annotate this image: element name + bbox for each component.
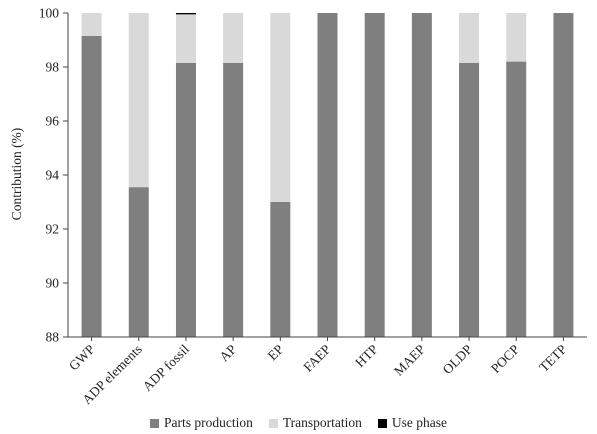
x-tick-label: EP bbox=[265, 342, 287, 364]
y-tick-label: 100 bbox=[39, 6, 60, 21]
y-tick-label: 90 bbox=[46, 276, 60, 291]
bar-segment bbox=[175, 62, 196, 337]
bar-segment bbox=[364, 13, 385, 337]
bar-segment bbox=[506, 13, 527, 62]
bar-segment bbox=[317, 13, 338, 337]
bar-segment bbox=[270, 202, 291, 337]
y-tick-label: 92 bbox=[46, 222, 60, 237]
bar-segment bbox=[459, 13, 480, 63]
x-tick-label: MAEP bbox=[391, 342, 428, 379]
bar-segment bbox=[175, 13, 196, 15]
bar-segment bbox=[81, 35, 102, 337]
y-tick-label: 88 bbox=[46, 330, 60, 345]
bar-segment bbox=[128, 187, 149, 337]
legend-item: Use phase bbox=[377, 415, 447, 431]
legend-label: Use phase bbox=[391, 415, 447, 430]
bar-segment bbox=[128, 13, 149, 188]
x-tick-label: HTP bbox=[352, 342, 381, 371]
y-axis-label: Contribution (%) bbox=[9, 128, 24, 221]
y-tick-label: 94 bbox=[46, 168, 60, 183]
x-tick-label: FAEP bbox=[300, 342, 333, 375]
y-axis: 88 90 92 94 96 98 100 bbox=[39, 6, 69, 345]
bar-segment bbox=[411, 13, 432, 337]
bars bbox=[81, 13, 574, 337]
x-tick-label: AP bbox=[216, 342, 239, 365]
legend-swatch bbox=[377, 418, 387, 428]
bar-segment bbox=[223, 62, 244, 337]
legend-swatch bbox=[150, 418, 159, 428]
y-tick-label: 98 bbox=[46, 60, 60, 75]
bar-segment bbox=[223, 13, 244, 63]
bar-segment bbox=[81, 13, 102, 36]
x-tick-label: ADP fossil bbox=[140, 341, 193, 394]
legend: Parts production Transportation Use phase bbox=[0, 414, 597, 432]
x-tick-label: GWP bbox=[66, 342, 98, 374]
x-tick-label: TETP bbox=[536, 342, 569, 375]
x-tick-label: OLDP bbox=[440, 342, 476, 378]
y-tick-label: 96 bbox=[46, 114, 60, 129]
bar-segment bbox=[459, 62, 480, 337]
legend-item: Parts production bbox=[150, 415, 253, 431]
legend-swatch bbox=[268, 418, 278, 428]
bar-segment bbox=[553, 13, 574, 337]
bar-segment bbox=[506, 61, 527, 337]
x-tick-label: POCP bbox=[488, 342, 522, 376]
bar-segment bbox=[175, 14, 196, 63]
legend-item: Transportation bbox=[268, 415, 362, 431]
bar-segment bbox=[270, 13, 291, 202]
legend-label: Transportation bbox=[282, 415, 362, 430]
legend-label: Parts production bbox=[164, 415, 253, 430]
